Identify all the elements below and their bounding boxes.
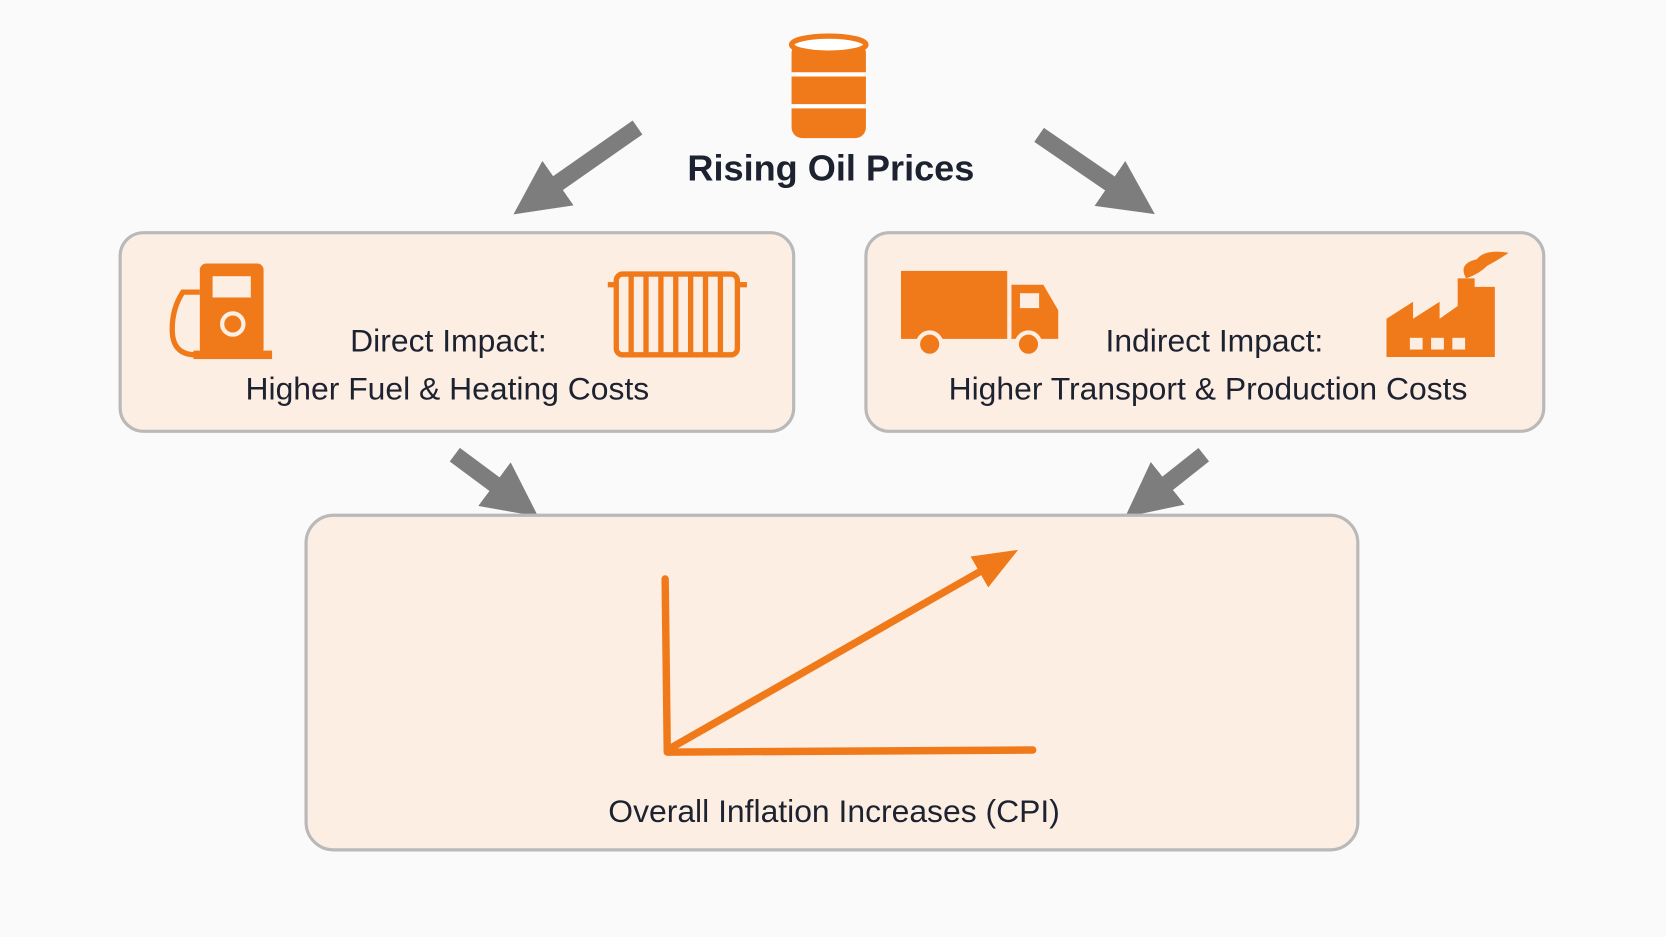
node-label: Overall Inflation Increases (CPI) — [608, 793, 1060, 829]
radiator-icon — [607, 271, 747, 358]
arrow — [513, 120, 643, 215]
oil-barrel-icon — [788, 33, 869, 139]
growth-chart-icon — [661, 549, 1037, 756]
inflation-box — [304, 513, 1360, 852]
node-label: Higher Fuel & Heating Costs — [245, 370, 649, 406]
node-label: Higher Transport & Production Costs — [949, 370, 1468, 406]
truck-icon — [900, 270, 1059, 359]
factory-icon — [1386, 251, 1509, 357]
arrow — [449, 447, 539, 517]
node-title: Direct Impact: — [350, 323, 547, 359]
top-label: Rising Oil Prices — [687, 148, 974, 189]
node-title: Indirect Impact: — [1105, 323, 1323, 359]
arrow — [1125, 448, 1210, 518]
indirect-impact-box — [864, 231, 1546, 433]
fuel-pump-icon — [169, 263, 273, 360]
arrow — [1034, 127, 1155, 215]
direct-impact-box — [118, 231, 796, 433]
